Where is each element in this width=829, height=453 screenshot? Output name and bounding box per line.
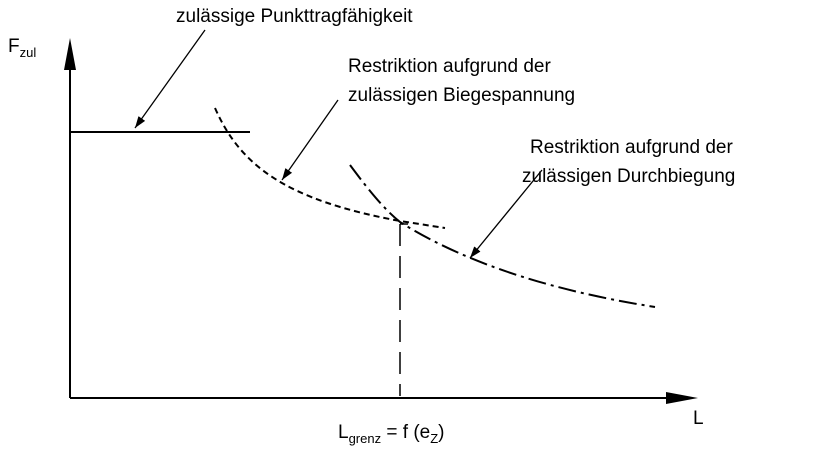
label-main: = f (e [381,422,430,443]
deflection-curve [349,164,656,308]
label-main: F [8,36,20,57]
x-axis-arrow [666,392,698,404]
label-sub: Z [430,431,438,446]
deflection-label: Restriktion aufgrund der [530,137,733,158]
leader-bending [281,99,339,181]
y-axis-arrow [64,38,76,70]
label-main: ) [438,422,444,443]
y-axis-label: Fzul [8,36,36,60]
x-axis-label: L [693,408,704,429]
label-sub: grenz [349,431,382,446]
leader-deflection [469,169,543,259]
bending-label: Restriktion aufgrund der [348,56,551,77]
deflection-label: zulässigen Durchbiegung [522,166,735,187]
label-main: L [338,422,349,443]
label-sub: zul [20,45,37,60]
limit-label: Lgrenz = f (eZ) [338,422,445,446]
leader-point-load [134,29,206,129]
bending-curve [214,107,446,229]
bending-label: zulässigen Biegespannung [348,85,575,106]
point-load-label: zulässige Punkttragfähigkeit [176,6,413,27]
